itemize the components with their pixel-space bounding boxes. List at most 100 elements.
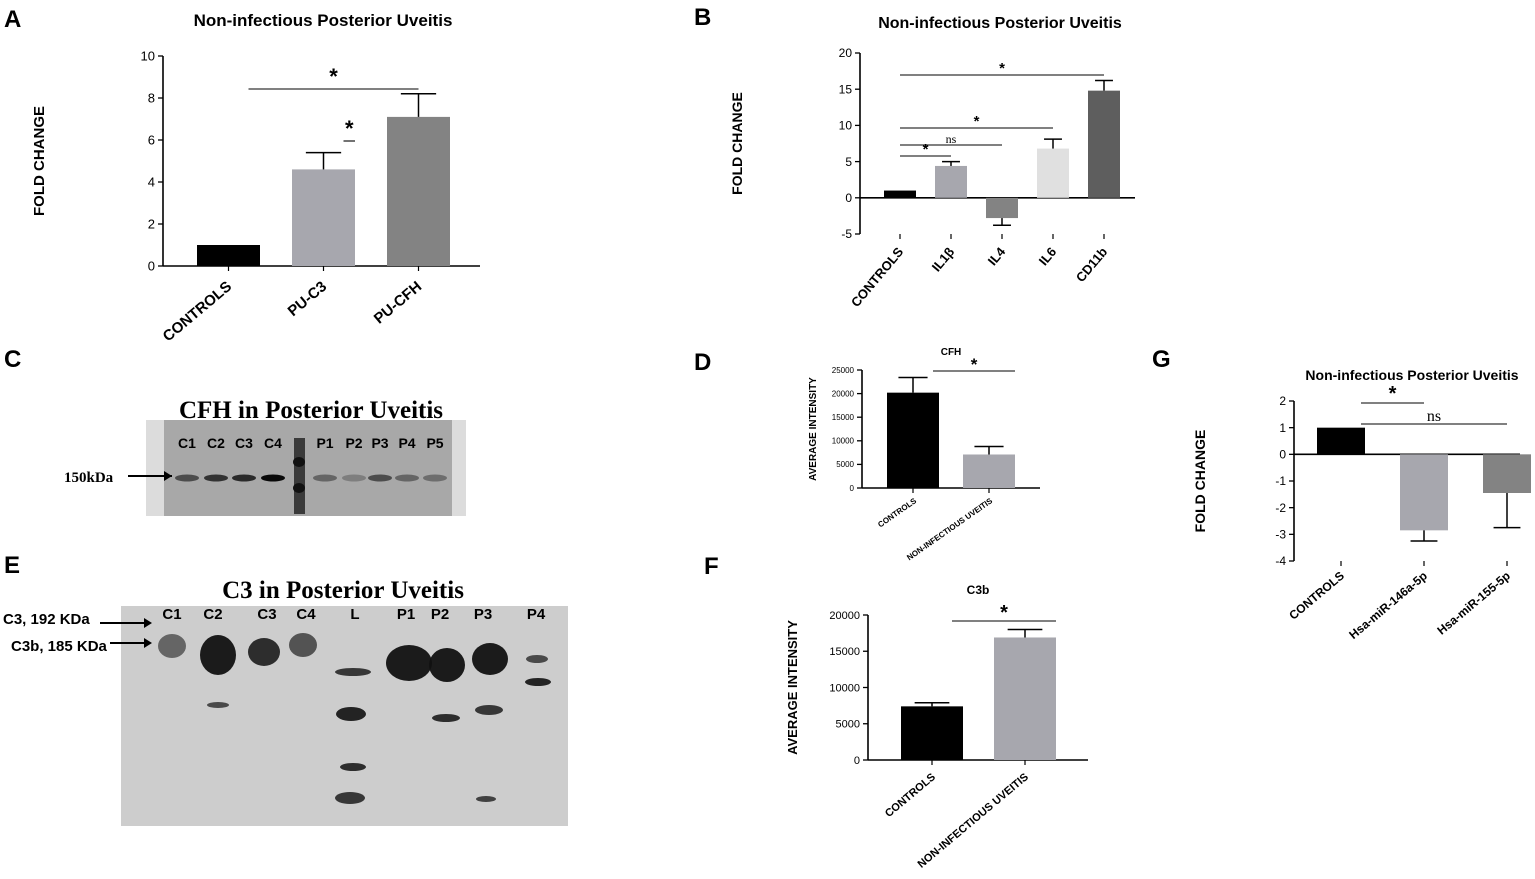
y-tick-label: 20000: [832, 389, 855, 398]
y-axis-label: FOLD CHANGE: [1192, 430, 1208, 533]
blot-c3-marker-c3b-label: C3b, 185 KDa: [11, 638, 108, 655]
significance-label: *: [329, 64, 338, 89]
y-tick-label: -2: [1275, 501, 1286, 515]
blot-cfh-ladder-band: [293, 483, 305, 493]
panel-letter-a: A: [4, 6, 21, 33]
bar: [935, 165, 967, 198]
chart-title: Non-infectious Posterior Uveitis: [1305, 367, 1518, 383]
bar: [994, 637, 1056, 760]
y-tick-label: 1: [1279, 421, 1286, 435]
blot-cfh-ladder-band: [293, 457, 305, 467]
chart-title: Non-infectious Posterior Uveitis: [878, 15, 1122, 32]
blot-c3-band: [340, 763, 366, 771]
y-tick-label: 10: [141, 49, 155, 64]
x-tick-label: CONTROLS: [876, 496, 918, 529]
blot-c3-band: [289, 633, 317, 657]
blot-cfh-band: [423, 474, 447, 482]
blot-c3-band: [335, 668, 371, 676]
y-tick-label: 2: [1279, 394, 1286, 408]
blot-c3-band: [335, 792, 365, 804]
blot-cfh-arrow-head: [164, 471, 172, 481]
panel-letter-f: F: [704, 553, 719, 580]
y-tick-label: 0: [854, 755, 860, 767]
blot-cfh-marker-label: 150kDa: [64, 470, 114, 486]
blot-c3-lane-label: P2: [431, 606, 449, 623]
significance-label: ns: [1427, 408, 1441, 425]
blot-cfh-lane-label: C3: [235, 435, 253, 451]
blot-c3-band: [200, 635, 236, 675]
y-tick-label: 25000: [832, 366, 855, 375]
blot-cfh-band: [204, 474, 228, 482]
y-tick-label: 0: [845, 191, 852, 205]
chart-title: CFH: [941, 347, 962, 358]
blot-cfh-lane-label: C1: [178, 435, 196, 451]
bar: [387, 116, 450, 267]
significance-label: ns: [946, 132, 957, 146]
bar: [887, 392, 939, 488]
x-tick-label: CONTROLS: [848, 244, 907, 310]
significance-label: *: [923, 141, 929, 158]
blot-cfh-membrane: [164, 420, 452, 516]
panel-letter-d: D: [694, 349, 711, 376]
blot-cfh-ladder: [294, 438, 305, 514]
blot-c3-lane-label: C1: [162, 606, 181, 623]
y-tick-label: 15000: [829, 646, 860, 658]
x-tick-label: CD11b: [1073, 244, 1111, 285]
y-tick-label: 0: [148, 259, 155, 274]
bar: [986, 197, 1018, 219]
significance-label: *: [345, 116, 354, 141]
bar: [1317, 427, 1365, 455]
significance-label: *: [974, 113, 980, 130]
blot-cfh-band: [261, 474, 285, 482]
blot-c3-lane-label: P1: [397, 606, 415, 623]
panel-letter-b: B: [694, 4, 711, 31]
y-tick-label: 10000: [832, 437, 855, 446]
chart-title: C3b: [967, 583, 990, 597]
blot-c3-band: [336, 707, 366, 721]
y-axis-label: FOLD CHANGE: [729, 92, 745, 195]
y-axis-label: AVERAGE INTENSITY: [808, 377, 819, 481]
y-tick-label: 20000: [829, 610, 860, 622]
blot-c3-band: [248, 638, 280, 666]
blot-c3-marker-c3-label: C3, 192 KDa: [3, 611, 90, 628]
x-tick-label: NON-INFECTIOUS UVEITIS: [916, 771, 1031, 871]
x-tick-label: CONTROLS: [1286, 569, 1347, 623]
blot-c3-lane-label: P3: [474, 606, 492, 623]
y-tick-label: 5000: [836, 460, 854, 469]
blot-cfh-lane-label: P4: [398, 435, 415, 451]
y-axis-label: FOLD CHANGE: [31, 106, 48, 216]
blot-c3-lane-label: C2: [203, 606, 222, 623]
blot-cfh-band: [313, 474, 337, 482]
x-tick-label: NON-INFECTIOUS UVEITIS: [905, 496, 994, 562]
chart-f: C3b AVERAGE INTENSITY 0 5000 10000 15000 20000…: [785, 583, 1088, 871]
blot-c3-marker-c3b-arrow-head: [144, 638, 152, 648]
blot-c3-band: [476, 796, 496, 802]
y-tick-label: 10: [839, 119, 853, 133]
blot-c3-band: [207, 702, 229, 708]
x-tick-label: IL6: [1036, 244, 1060, 268]
bar: [884, 190, 916, 198]
blot-cfh-band: [232, 474, 256, 482]
bar: [901, 706, 963, 760]
chart-b: Non-infectious Posterior Uveitis FOLD CHA…: [729, 15, 1135, 310]
blot-c3-lane-label: C4: [296, 606, 316, 623]
x-tick-label: IL4: [985, 244, 1009, 269]
blot-c3-title: C3 in Posterior Uveitis: [222, 577, 464, 604]
x-tick-label: PU-C3: [285, 278, 330, 320]
x-tick-label: PU-CFH: [371, 278, 425, 327]
blot-c3-band: [429, 648, 465, 682]
y-tick-label: 4: [148, 175, 155, 190]
blot-cfh-lane-label: C2: [207, 435, 225, 451]
western-blot-cfh: CFH in Posterior Uveitis C1C2C3C4LP1P2P3…: [64, 397, 466, 516]
y-tick-label: -3: [1275, 528, 1286, 542]
blot-c3-band: [432, 714, 460, 722]
x-tick-label: Hsa-miR-155-5p: [1434, 569, 1512, 638]
blot-c3-band: [472, 643, 508, 675]
western-blot-c3: C3 in Posterior Uveitis C1 C2 C3 C4 L P1 P2 P3 P…: [3, 577, 568, 826]
y-tick-label: 5000: [836, 719, 860, 731]
bar: [1400, 454, 1448, 531]
blot-cfh-band: [395, 474, 419, 482]
y-axis-label: AVERAGE INTENSITY: [785, 620, 800, 755]
blot-c3-lane-label: L: [350, 606, 359, 623]
bar: [197, 245, 260, 266]
